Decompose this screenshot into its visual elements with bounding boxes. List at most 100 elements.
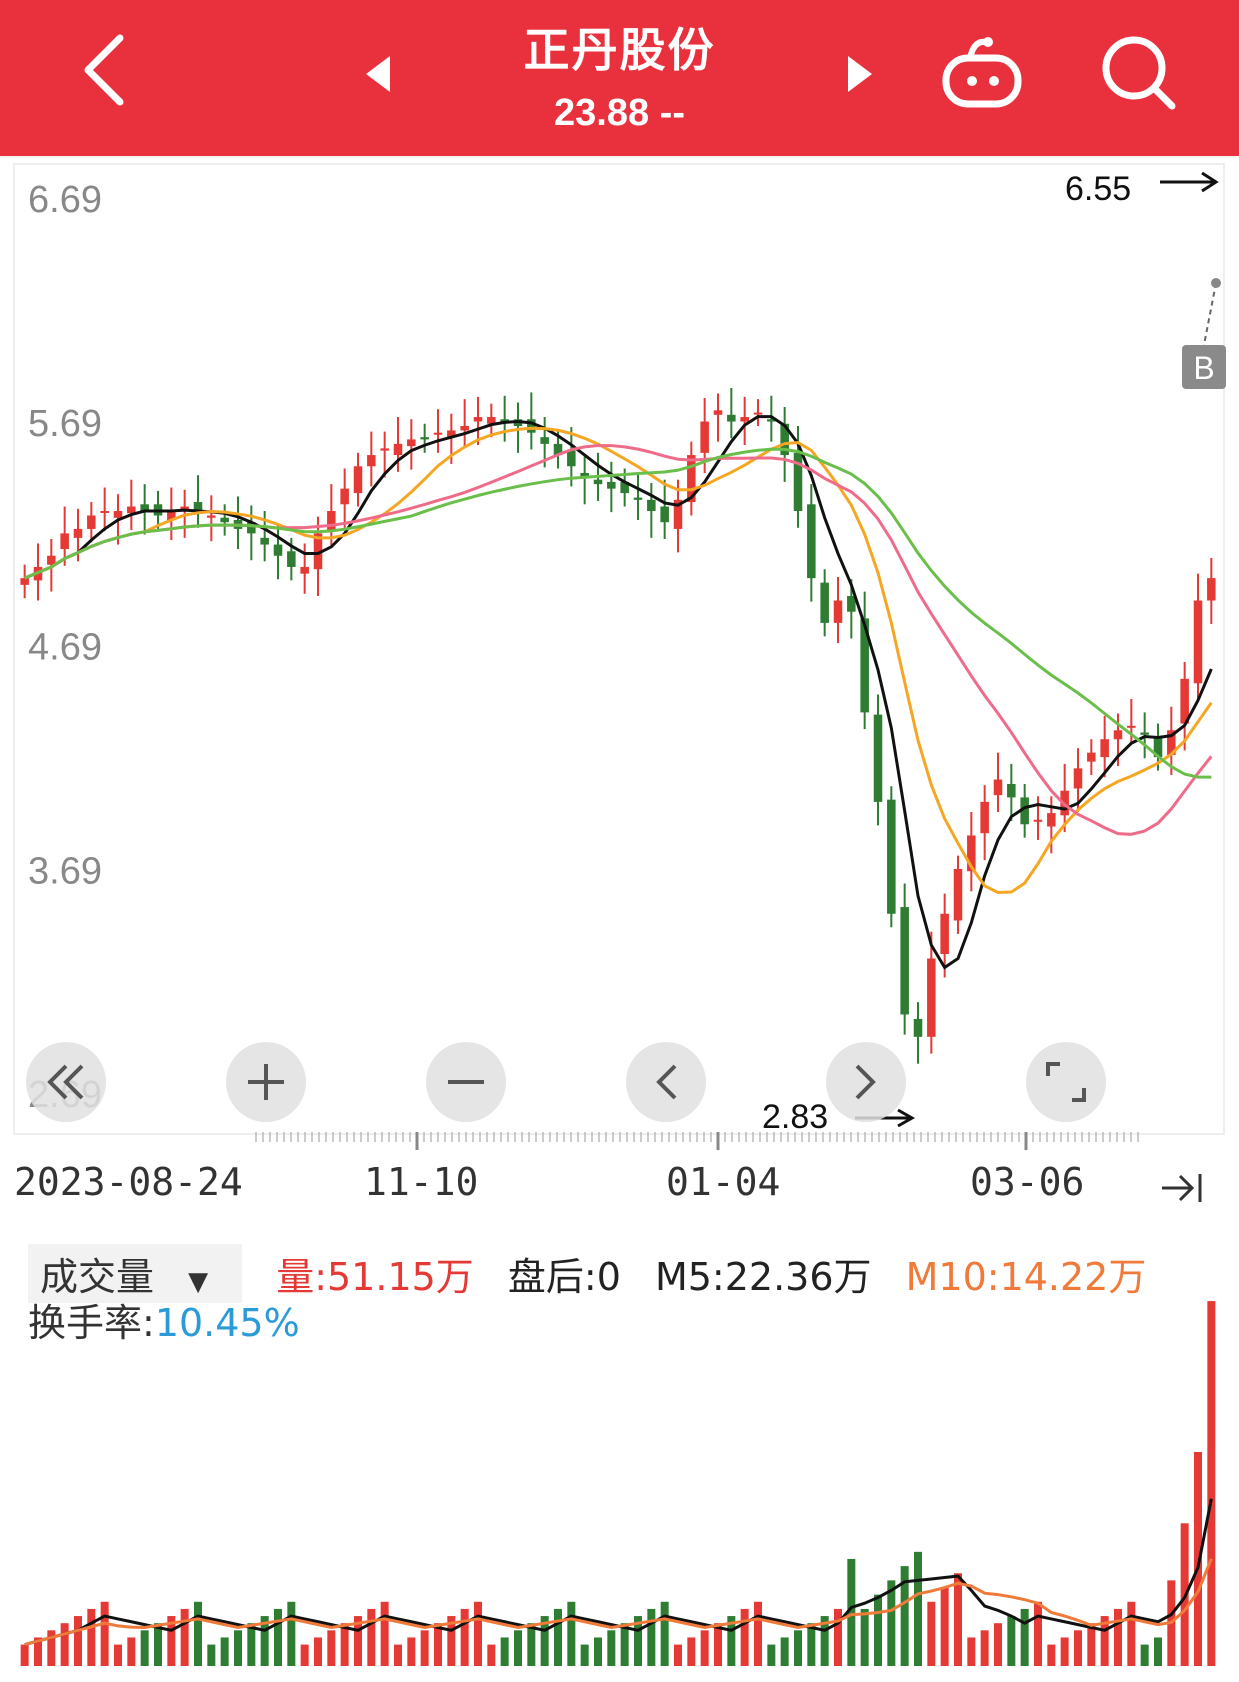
candle-body [820,582,829,623]
candle-body [47,555,56,565]
m10-value: M10:14.22万 [905,1255,1147,1299]
volume-bar [380,1601,389,1666]
double-chevron-left-icon [47,1064,84,1100]
candle-body [860,618,869,713]
volume-bar [154,1623,162,1666]
candle-body [500,419,509,422]
search-icon[interactable] [1100,34,1180,114]
volume-bar [794,1630,802,1666]
pan-right-icon[interactable] [826,1042,906,1122]
volume-m10-line [24,1558,1213,1647]
candle-body [780,423,789,456]
volume-bar [1020,1608,1029,1666]
candle-body [327,511,336,532]
date-label-1: 2023-08-24 [14,1160,243,1204]
candle-body [420,437,429,440]
volume-bar [327,1630,336,1666]
back-button[interactable] [80,34,130,106]
pan-left-icon[interactable] [626,1042,706,1122]
candle-body [127,506,136,514]
low-price-label: 2.83 [762,1098,828,1136]
ma30-line [24,447,1212,779]
prev-stock-button[interactable] [364,54,392,94]
volume-bar [1074,1630,1082,1666]
volume-bar [954,1573,962,1666]
next-stock-button[interactable] [846,54,874,94]
volume-bar [527,1623,536,1666]
candle-body [913,1018,923,1037]
volume-bar [914,1551,922,1666]
volume-bar [847,1558,856,1666]
buy-badge[interactable] [1182,345,1226,389]
rewind-icon[interactable] [26,1042,106,1122]
robot-icon[interactable] [940,34,1024,110]
volume-value: 量:51.15万 [276,1255,474,1299]
candle-body [1180,678,1189,724]
candle-body [873,714,883,802]
turnover-row: 换手率:10.45% [28,1292,300,1347]
date-label-4: 03-06 [970,1160,1085,1204]
volume-bar [300,1644,309,1666]
volume-bar [727,1616,736,1666]
zoom-out-icon[interactable] [426,1042,506,1122]
volume-bar [234,1630,242,1666]
volume-bar [660,1601,669,1666]
header-bar: 正丹股份 23.88 -- [0,0,1239,156]
candle-body [647,499,656,512]
volume-bar [1100,1616,1109,1666]
zoom-in-icon[interactable] [226,1042,306,1122]
volume-bar [220,1637,229,1666]
volume-bar [554,1608,562,1666]
candle-body [660,506,669,523]
candle-body [1100,739,1109,758]
volume-bar [487,1644,496,1666]
price-value: 23.88 [554,92,650,134]
candle-body [260,537,269,545]
expand-icon[interactable] [1026,1042,1106,1122]
candle-body [700,421,709,453]
candle-body [1007,783,1016,798]
candle-body [727,414,736,422]
candle-body [1193,600,1203,684]
volume-bar [994,1623,1002,1666]
candle-body [1207,578,1216,601]
candle-body [553,443,563,456]
candle-body [713,410,723,415]
candle-body [980,801,989,834]
buy-badge-label: B [1193,350,1214,386]
candle-body [473,417,483,422]
volume-bar [834,1608,842,1666]
candle-body [1167,730,1176,755]
volume-bar [714,1623,722,1666]
volume-bar [47,1630,56,1666]
candle-body [113,511,123,518]
volume-bar [860,1608,869,1666]
candle-body [447,430,456,438]
candle-body [633,497,643,500]
high-price-label: 6.55 [1065,170,1131,208]
candle-body [367,455,376,467]
volume-bar [567,1601,576,1666]
candle-body [220,517,229,523]
volume-bar [780,1637,789,1666]
candle-body [540,437,549,444]
volume-bar [1207,1301,1216,1666]
go-to-latest-button[interactable] [1146,1156,1218,1220]
volume-bar [447,1616,456,1666]
candle-body [353,466,363,494]
turnover-value: 10.45% [154,1301,300,1345]
candle-body [340,488,349,505]
candle-body [900,907,909,1015]
volume-bar [167,1616,176,1666]
volume-bar [474,1601,482,1666]
volume-bar [207,1644,216,1666]
volume-bar [1034,1601,1042,1666]
fullscreen-icon [1046,1062,1086,1102]
candle-body [793,452,803,512]
volume-bar [607,1630,616,1666]
volume-m5-line [24,1498,1213,1647]
candle-body [487,417,496,424]
indicator-selector[interactable]: 成交量 ▼ [28,1244,243,1303]
price-change: -- [659,92,685,134]
